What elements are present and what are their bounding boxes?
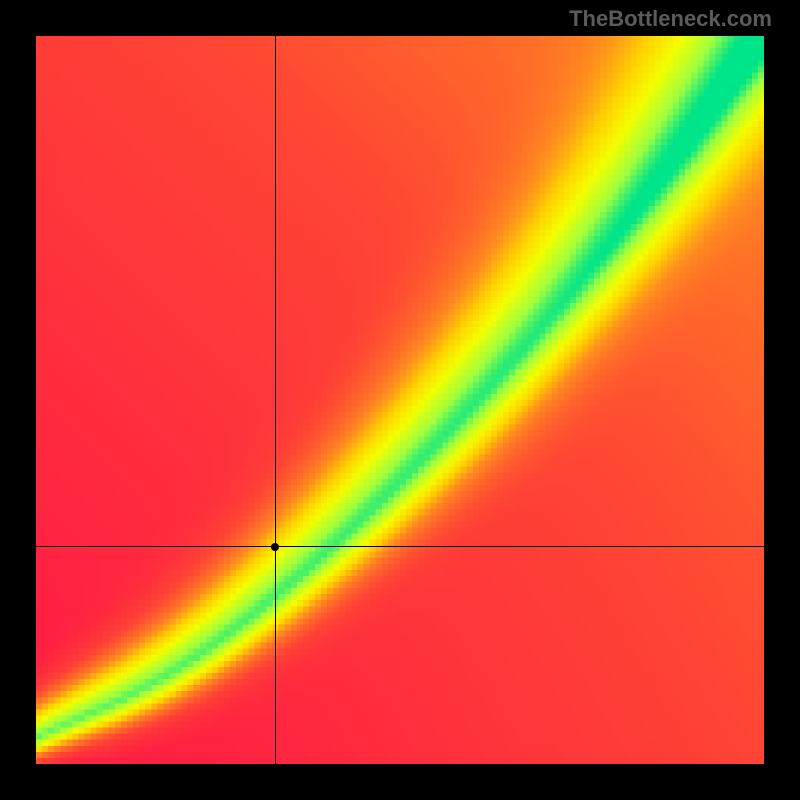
plot-area	[36, 36, 764, 764]
crosshair-marker	[271, 543, 279, 551]
chart-frame: { "source_watermark": { "text": "TheBott…	[0, 0, 800, 800]
bottleneck-heatmap	[36, 36, 764, 764]
crosshair-vertical	[275, 36, 276, 764]
watermark-text: TheBottleneck.com	[569, 6, 772, 32]
crosshair-horizontal	[36, 546, 764, 547]
